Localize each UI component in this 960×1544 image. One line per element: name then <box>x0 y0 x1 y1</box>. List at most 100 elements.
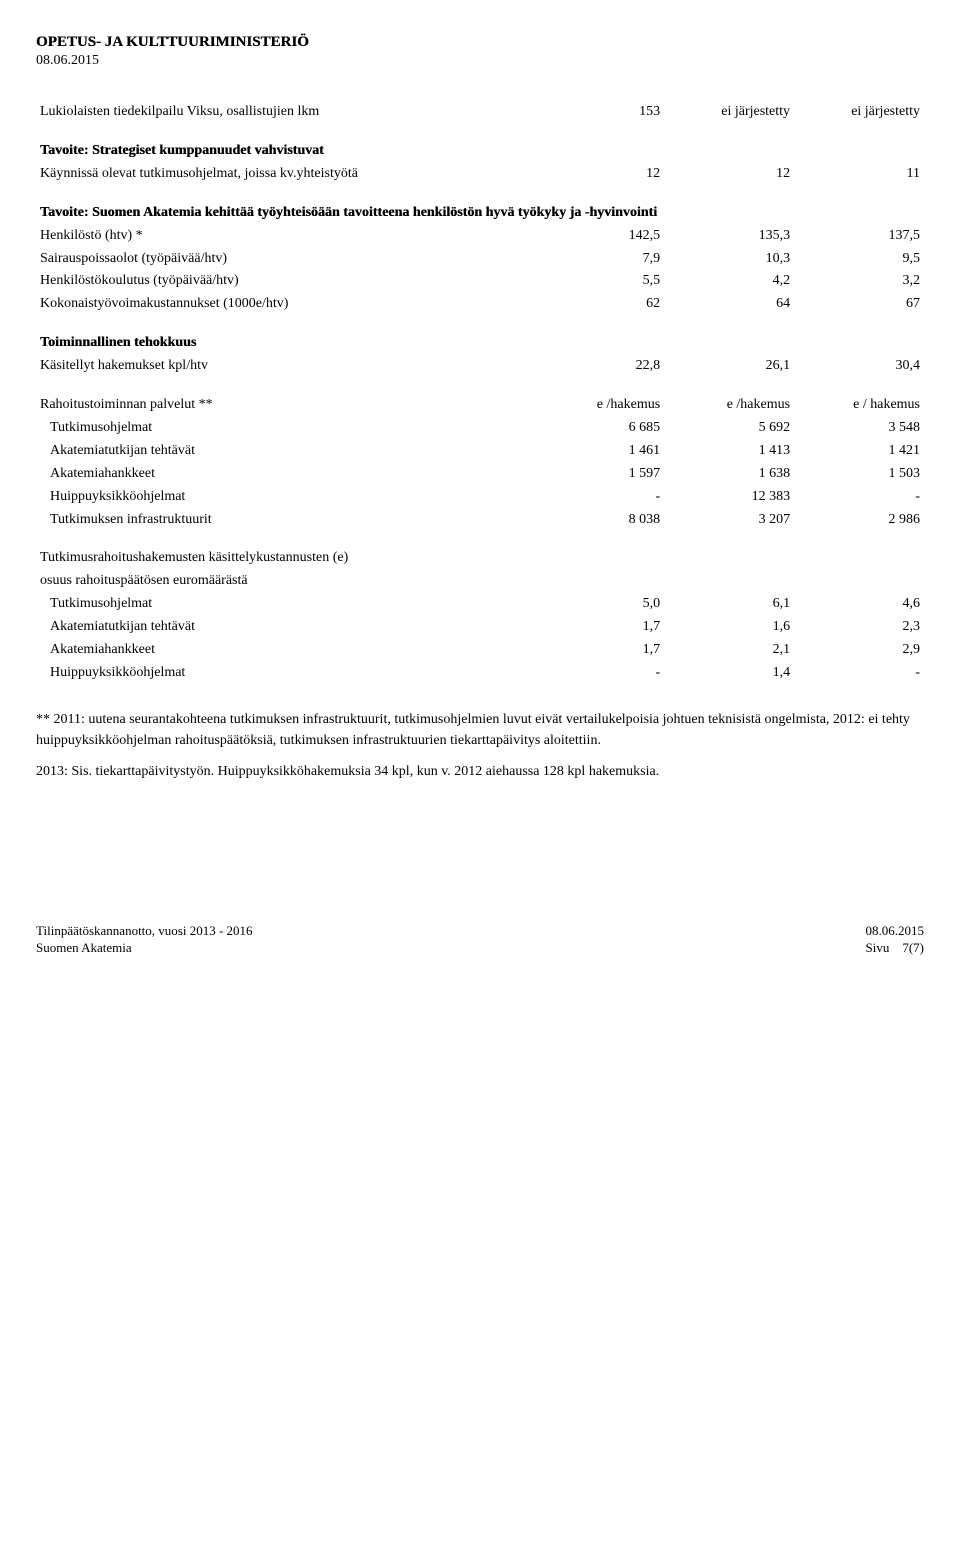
cell: 12 383 <box>664 486 794 509</box>
row-label: Akatemiatutkijan tehtävät <box>36 616 534 639</box>
cell: 6,1 <box>664 593 794 616</box>
cell: 4,6 <box>794 593 924 616</box>
cell: 7,9 <box>534 248 664 271</box>
cell: 2,1 <box>664 639 794 662</box>
row-label: Tutkimusrahoitushakemusten käsittelykust… <box>36 547 924 570</box>
row-label: Sairauspoissaolot (työpäivää/htv) <box>36 248 534 271</box>
cell: 2 986 <box>794 509 924 532</box>
table-row: Henkilöstökoulutus (työpäivää/htv) 5,5 4… <box>36 270 924 293</box>
cell: 1 638 <box>664 463 794 486</box>
cell: - <box>534 662 664 685</box>
row-label: Huippuyksikköohjelmat <box>36 486 534 509</box>
table-row: Akatemiahankkeet 1 597 1 638 1 503 <box>36 463 924 486</box>
table-intro: Lukiolaisten tiedekilpailu Viksu, osalli… <box>36 101 924 685</box>
table-row: Henkilöstö (htv) * 142,5 135,3 137,5 <box>36 225 924 248</box>
cell: 153 <box>534 101 664 124</box>
row-label: Akatemiatutkijan tehtävät <box>36 440 534 463</box>
footer-page-label: Sivu <box>865 940 889 955</box>
cell: 67 <box>794 293 924 316</box>
table-row: Kokonaistyövoimakustannukset (1000e/htv)… <box>36 293 924 316</box>
cell: 2,9 <box>794 639 924 662</box>
cell: 64 <box>664 293 794 316</box>
cell: 1,7 <box>534 639 664 662</box>
cell: 5 692 <box>664 417 794 440</box>
cell: 10,3 <box>664 248 794 271</box>
cell: 1,4 <box>664 662 794 685</box>
table-row: Sairauspoissaolot (työpäivää/htv) 7,9 10… <box>36 248 924 271</box>
footnote-paragraph: ** 2011: uutena seurantakohteena tutkimu… <box>36 709 924 751</box>
cell: 12 <box>534 163 664 186</box>
table-row: Käsitellyt hakemukset kpl/htv 22,8 26,1 … <box>36 355 924 378</box>
row-label: Kokonaistyövoimakustannukset (1000e/htv) <box>36 293 534 316</box>
cell: 12 <box>664 163 794 186</box>
cell: 5,0 <box>534 593 664 616</box>
row-label: Akatemiahankkeet <box>36 639 534 662</box>
table-row: Akatemiatutkijan tehtävät 1 461 1 413 1 … <box>36 440 924 463</box>
cell: 26,1 <box>664 355 794 378</box>
table-row: Tutkimuksen infrastruktuurit 8 038 3 207… <box>36 509 924 532</box>
cell: e /hakemus <box>664 394 794 417</box>
cell: e / hakemus <box>794 394 924 417</box>
cell: 1 461 <box>534 440 664 463</box>
cell: 142,5 <box>534 225 664 248</box>
cell: 8 038 <box>534 509 664 532</box>
cell: 1 421 <box>794 440 924 463</box>
cell: 1 413 <box>664 440 794 463</box>
table-row: Huippuyksikköohjelmat - 1,4 - <box>36 662 924 685</box>
header-date: 08.06.2015 <box>36 52 924 71</box>
cell: e /hakemus <box>534 394 664 417</box>
row-label: Rahoitustoiminnan palvelut ** <box>36 394 534 417</box>
cell: ei järjestetty <box>794 101 924 124</box>
row-label: Huippuyksikköohjelmat <box>36 662 534 685</box>
cell: 22,8 <box>534 355 664 378</box>
section-heading-row: Tavoite: Suomen Akatemia kehittää työyht… <box>36 202 924 225</box>
cell: - <box>794 486 924 509</box>
row-label: Käynnissä olevat tutkimusohjelmat, joiss… <box>36 163 534 186</box>
row-label: Akatemiahankkeet <box>36 463 534 486</box>
cell: 137,5 <box>794 225 924 248</box>
row-label: Käsitellyt hakemukset kpl/htv <box>36 355 534 378</box>
cell: - <box>534 486 664 509</box>
ministry-name: OPETUS- JA KULTTUURIMINISTERIÖ <box>36 32 924 52</box>
cell: 4,2 <box>664 270 794 293</box>
footer-right-date: 08.06.2015 <box>865 922 924 940</box>
cell: 9,5 <box>794 248 924 271</box>
cell: 1 597 <box>534 463 664 486</box>
section-heading: Tavoite: Strategiset kumppanuudet vahvis… <box>36 140 924 163</box>
section-heading-row: Toiminnallinen tehokkuus <box>36 332 924 355</box>
cell: 1,7 <box>534 616 664 639</box>
cell: 135,3 <box>664 225 794 248</box>
row-label: Tutkimusohjelmat <box>36 417 534 440</box>
cell: 5,5 <box>534 270 664 293</box>
cell: 1 503 <box>794 463 924 486</box>
cell: ei järjestetty <box>664 101 794 124</box>
cell: 3 207 <box>664 509 794 532</box>
cell: - <box>794 662 924 685</box>
cell: 62 <box>534 293 664 316</box>
row-label: Tutkimuksen infrastruktuurit <box>36 509 534 532</box>
table-row: Rahoitustoiminnan palvelut ** e /hakemus… <box>36 394 924 417</box>
table-row: Tutkimusrahoitushakemusten käsittelykust… <box>36 547 924 570</box>
table-row: Tutkimusohjelmat 6 685 5 692 3 548 <box>36 417 924 440</box>
cell: 3 548 <box>794 417 924 440</box>
table-row: Lukiolaisten tiedekilpailu Viksu, osalli… <box>36 101 924 124</box>
section-heading: Toiminnallinen tehokkuus <box>36 332 924 355</box>
table-row: Huippuyksikköohjelmat - 12 383 - <box>36 486 924 509</box>
cell: 2,3 <box>794 616 924 639</box>
table-row: Akatemiatutkijan tehtävät 1,7 1,6 2,3 <box>36 616 924 639</box>
table-row: Käynnissä olevat tutkimusohjelmat, joiss… <box>36 163 924 186</box>
footer-page-number: 7(7) <box>902 940 924 955</box>
row-label: Lukiolaisten tiedekilpailu Viksu, osalli… <box>36 101 534 124</box>
cell: 3,2 <box>794 270 924 293</box>
footnote-paragraph: 2013: Sis. tiekarttapäivitystyön. Huippu… <box>36 761 924 782</box>
cell: 1,6 <box>664 616 794 639</box>
table-row: Akatemiahankkeet 1,7 2,1 2,9 <box>36 639 924 662</box>
footer-left-line2: Suomen Akatemia <box>36 939 253 957</box>
row-label: osuus rahoituspäätösen euromäärästä <box>36 570 924 593</box>
table-row: Tutkimusohjelmat 5,0 6,1 4,6 <box>36 593 924 616</box>
row-label: Henkilöstö (htv) * <box>36 225 534 248</box>
row-label: Henkilöstökoulutus (työpäivää/htv) <box>36 270 534 293</box>
table-row: osuus rahoituspäätösen euromäärästä <box>36 570 924 593</box>
row-label: Tutkimusohjelmat <box>36 593 534 616</box>
section-heading: Tavoite: Suomen Akatemia kehittää työyht… <box>36 202 924 225</box>
